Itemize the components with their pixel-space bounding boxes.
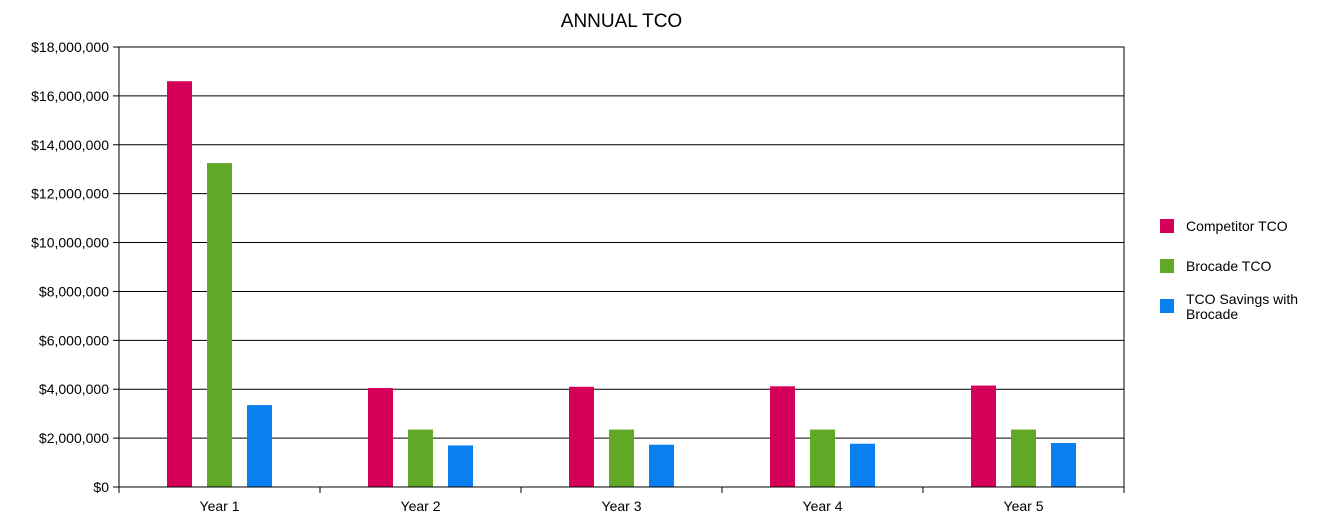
y-tick-label: $2,000,000 <box>39 430 109 446</box>
y-tick-label: $18,000,000 <box>31 39 109 55</box>
y-tick-label: $0 <box>93 479 109 495</box>
legend-item-competitor-tco: Competitor TCO <box>1160 218 1288 234</box>
bar-brocade-tco-year-3 <box>609 429 634 487</box>
axes <box>118 46 1125 488</box>
bar-brocade-tco-year-2 <box>408 429 433 487</box>
legend-item-brocade-tco: Brocade TCO <box>1160 258 1271 274</box>
x-tick-label: Year 3 <box>602 498 642 514</box>
x-axis-ticks: Year 1 Year 2 Year 3 Year 4 Year 5 <box>118 487 1125 514</box>
bar-competitor-tco-year-3 <box>569 386 594 487</box>
plot-frame <box>118 46 1125 488</box>
legend-label: Competitor TCO <box>1186 218 1288 234</box>
bar-brocade-tco-year-1 <box>207 163 232 487</box>
y-tick-label: $12,000,000 <box>31 186 109 202</box>
bar-competitor-tco-year-2 <box>368 388 393 487</box>
bars <box>167 81 1076 487</box>
bar-brocade-tco-year-5 <box>1011 429 1036 487</box>
bar-tco-savings-with-brocade-year-2 <box>448 445 473 487</box>
chart-title: ANNUAL TCO <box>561 11 682 32</box>
x-tick-label: Year 2 <box>401 498 441 514</box>
y-tick-label: $14,000,000 <box>31 137 109 153</box>
x-tick-label: Year 1 <box>200 498 240 514</box>
legend-swatch <box>1160 259 1174 273</box>
legend-label: TCO Savings with Brocade <box>1186 291 1298 322</box>
x-tick-label: Year 5 <box>1004 498 1044 514</box>
legend-swatch <box>1160 219 1174 233</box>
bar-competitor-tco-year-1 <box>167 81 192 487</box>
y-axis-ticks: $0 $2,000,000 $4,000,000 $6,000,000 $8,000,0… <box>31 39 119 495</box>
y-tick-label: $8,000,000 <box>39 283 109 299</box>
bar-brocade-tco-year-4 <box>810 429 835 487</box>
y-tick-label: $10,000,000 <box>31 235 109 251</box>
bar-tco-savings-with-brocade-year-3 <box>649 444 674 487</box>
y-tick-label: $6,000,000 <box>39 332 109 348</box>
legend-swatch <box>1160 299 1174 313</box>
y-tick-label: $4,000,000 <box>39 381 109 397</box>
x-tick-label: Year 4 <box>803 498 843 514</box>
y-tick-label: $16,000,000 <box>31 88 109 104</box>
bar-competitor-tco-year-4 <box>770 386 795 487</box>
bar-tco-savings-with-brocade-year-5 <box>1051 443 1076 487</box>
bar-tco-savings-with-brocade-year-4 <box>850 443 875 487</box>
legend: Competitor TCO Brocade TCO TCO Savings wit… <box>1160 218 1298 322</box>
bar-competitor-tco-year-5 <box>971 385 996 487</box>
legend-label: Brocade TCO <box>1186 258 1271 274</box>
legend-item-tco-savings-with-brocade: TCO Savings with Brocade <box>1160 291 1298 322</box>
bar-tco-savings-with-brocade-year-1 <box>247 405 272 487</box>
